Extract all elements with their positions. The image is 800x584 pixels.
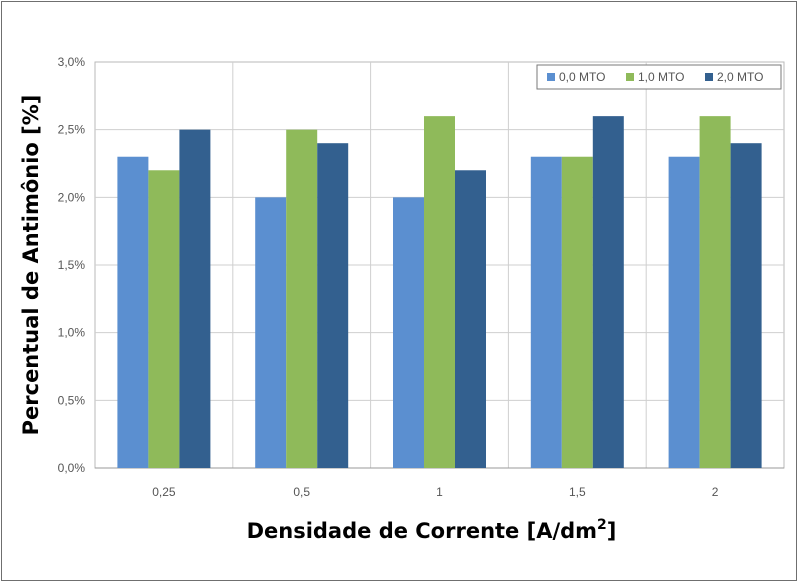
bar-1-0-mto-3 xyxy=(561,156,593,468)
x-tick-label: 0,5 xyxy=(293,485,310,499)
x-tick-label: 2 xyxy=(712,485,719,499)
bar-1-0-mto-2 xyxy=(424,116,455,468)
x-tick-labels: 0,25 0,5 1 1,5 2 xyxy=(152,485,719,499)
bar-2-0-mto-2 xyxy=(455,170,486,468)
bar-2-0-mto-1 xyxy=(317,143,349,468)
x-axis-title: Densidade de Corrente [A/dm2] xyxy=(247,517,617,543)
x-axis-title-end: ] xyxy=(607,519,617,543)
legend-box xyxy=(536,64,782,90)
bars xyxy=(117,116,762,469)
bar-2-0-mto-4 xyxy=(730,143,762,468)
legend-swatch xyxy=(626,73,634,81)
y-tick-label: 2,5% xyxy=(58,123,86,137)
y-tick-label: 1,0% xyxy=(58,326,86,340)
x-axis-title-main: Densidade de Corrente [A/dm xyxy=(247,519,597,543)
legend-label: 2,0 MTO xyxy=(717,70,763,84)
bar-1-0-mto-1 xyxy=(286,129,318,468)
x-tick-label: 0,25 xyxy=(152,485,176,499)
bar-1-0-mto-4 xyxy=(699,116,731,468)
bar-0-0-mto-4 xyxy=(668,156,700,468)
legend-label: 1,0 MTO xyxy=(638,70,684,84)
bar-0-0-mto-1 xyxy=(255,197,287,469)
y-tick-label: 1,5% xyxy=(58,258,86,272)
y-tick-labels: 0,0% 0,5% 1,0% 1,5% 2,0% 2,5% 3,0% xyxy=(58,55,86,475)
y-tick-label: 2,0% xyxy=(58,190,86,204)
y-tick-label: 0,5% xyxy=(58,393,86,407)
legend-label: 0,0 MTO xyxy=(559,70,605,84)
y-tick-label: 3,0% xyxy=(58,55,86,69)
x-axis-title-superscript: 2 xyxy=(597,517,607,533)
legend: 0,0 MTO 1,0 MTO 2,0 MTO xyxy=(536,64,782,90)
x-tick-label: 1,5 xyxy=(569,485,586,499)
legend-swatch xyxy=(547,73,555,81)
bar-1-0-mto-0 xyxy=(148,170,180,468)
y-axis-title: Percentual de Antimônio [%] xyxy=(19,95,43,436)
bar-2-0-mto-0 xyxy=(179,129,211,468)
legend-swatch xyxy=(705,73,713,81)
bar-0-0-mto-0 xyxy=(117,156,149,468)
bar-2-0-mto-3 xyxy=(592,116,624,468)
x-tick-label: 1 xyxy=(436,485,443,499)
bar-0-0-mto-2 xyxy=(393,197,424,469)
bar-0-0-mto-3 xyxy=(530,156,562,468)
y-tick-label: 0,0% xyxy=(58,461,86,475)
